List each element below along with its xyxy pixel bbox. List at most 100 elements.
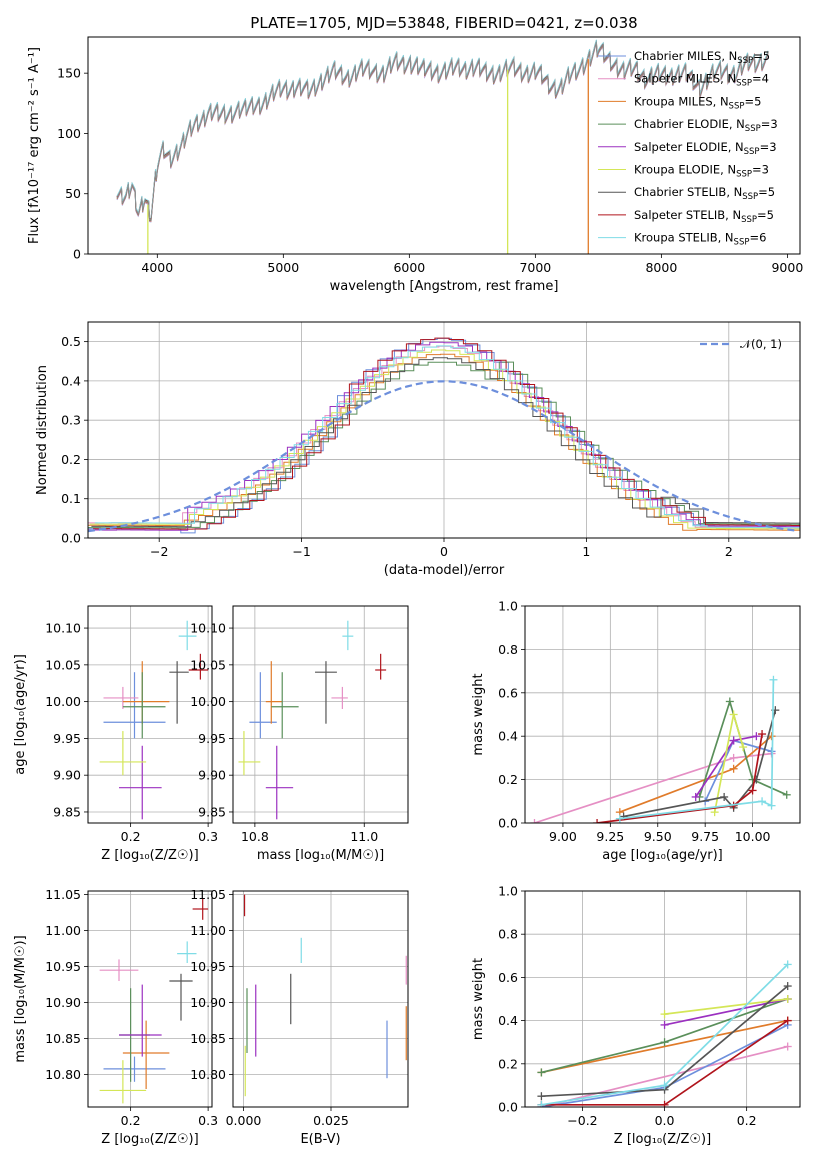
y-tick-label: 11.00 <box>45 923 81 938</box>
x-tick-label: 0.2 <box>737 1113 757 1128</box>
legend-label-suffix: =5 <box>753 49 770 63</box>
weight-line <box>664 998 788 1015</box>
x-axis-label: E(B-V) <box>300 1132 340 1147</box>
age_vs_z-frame <box>87 605 213 824</box>
x-tick-label: −1 <box>292 544 310 559</box>
legend-label-sub: SSP <box>745 124 761 134</box>
legend-label: Kroupa STELIB, NSSP=6 <box>634 231 766 248</box>
z_weights-series <box>537 960 792 1107</box>
x-tick-label: 0 <box>440 544 448 559</box>
x-axis-label: wavelength [Angstrom, rest frame] <box>330 279 559 294</box>
y-tick-label: 0.2 <box>61 452 81 467</box>
x-axis-label: Z [log₁₀(Z/Z☉)] <box>614 1132 711 1147</box>
legend-label: Kroupa ELODIE, NSSP=3 <box>634 163 769 180</box>
age_vs_z-axes: 0.2 0.3 9.85 9.90 9.95 10.00 10.05 10.10 Z [log₁… <box>13 606 218 863</box>
age_weights-frame <box>524 605 801 824</box>
y-tick-label: 11.05 <box>190 887 226 902</box>
y-tick-label: 1.0 <box>498 884 518 899</box>
legend-label-main: Chabrier ELODIE, N <box>634 117 745 131</box>
y-tick-label: 0.4 <box>498 1013 518 1028</box>
z_weights-frame <box>524 890 801 1108</box>
y-tick-label: 0.4 <box>61 373 81 388</box>
histogram-salpeter-elodie <box>88 341 800 531</box>
age_weights-series <box>530 675 791 823</box>
x-axis-label: (data-model)/error <box>384 563 505 578</box>
y-tick-label: 10.80 <box>190 1067 226 1082</box>
histograms <box>88 337 800 534</box>
legend-label-sub: SSP <box>744 147 760 157</box>
legend-label-sub: SSP <box>736 79 752 89</box>
x-tick-label: 0.025 <box>313 1113 349 1128</box>
x-tick-label: 0.3 <box>198 1113 218 1128</box>
x-tick-label: −2 <box>150 544 168 559</box>
legend-label-sub: SSP <box>729 101 745 111</box>
x-tick-label: 5000 <box>267 260 299 275</box>
legend-label-main: Chabrier STELIB, N <box>634 185 742 199</box>
y-tick-label: 10.85 <box>45 1031 81 1046</box>
chart-title: PLATE=1705, MJD=53848, FIBERID=0421, z=0… <box>250 14 637 32</box>
observed-spectrum-line <box>116 41 769 221</box>
y-tick-label: 9.85 <box>198 804 226 819</box>
x-tick-label: 9.25 <box>596 829 624 844</box>
legend-label-main: Chabrier MILES, N <box>634 49 737 63</box>
y-axis-label: mass weight <box>471 673 486 755</box>
histogram-kroupa-stelib <box>94 345 800 529</box>
legend-label: 𝒩(0, 1) <box>740 337 782 351</box>
y-tick-label: 0.0 <box>498 816 518 831</box>
x-axis-label: mass [log₁₀(M/M☉)] <box>257 848 384 863</box>
y-tick-label: 11.05 <box>45 887 81 902</box>
histogram-kroupa-miles <box>88 353 800 531</box>
y-axis-label: Flux [fλ10⁻¹⁷ erg cm⁻² s⁻¹ A⁻¹] <box>27 47 42 244</box>
y-tick-label: 150 <box>57 66 81 81</box>
legend-label: Salpeter STELIB, NSSP=5 <box>634 208 774 225</box>
legend-label-suffix: =3 <box>752 163 769 177</box>
x-tick-label: 7000 <box>519 260 551 275</box>
legend-label-sub: SSP <box>741 215 757 225</box>
y-tick-label: 0.2 <box>498 1056 518 1071</box>
legend-label-suffix: =3 <box>761 117 778 131</box>
legend-label-suffix: =3 <box>760 140 777 154</box>
x-tick-label: 4000 <box>141 260 173 275</box>
y-tick-label: 10.05 <box>45 657 81 672</box>
age_vs_mass-frame <box>232 605 409 824</box>
legend-label: Kroupa MILES, NSSP=5 <box>634 94 761 111</box>
legend-label-main: Kroupa STELIB, N <box>634 231 734 245</box>
mass_vs_z-points <box>99 898 209 1104</box>
legend-label-suffix: =5 <box>757 208 774 222</box>
x-tick-label: 0.2 <box>121 1113 141 1128</box>
y-axis-label: mass weight <box>471 958 486 1040</box>
legend-label-main: Salpeter ELODIE, N <box>634 140 744 154</box>
legend-label-main: Kroupa ELODIE, N <box>634 163 736 177</box>
x-tick-label: 9.00 <box>549 829 577 844</box>
y-tick-label: 0.2 <box>498 772 518 787</box>
x-tick-label: 8000 <box>645 260 677 275</box>
histogram-salpeter-stelib <box>93 337 800 530</box>
y-tick-label: 10.95 <box>45 959 81 974</box>
legend-label-suffix: =6 <box>749 231 766 245</box>
age_vs_z-points <box>99 620 209 820</box>
residuals-frame <box>87 321 801 539</box>
histogram-kroupa-elodie <box>89 349 800 530</box>
legend-label-sub: SSP <box>734 238 750 248</box>
mass_vs_ebv-axes: 0.000 0.025 10.80 10.85 10.90 10.95 11.00 11.05… <box>190 887 408 1147</box>
x-tick-label: 10.8 <box>241 829 269 844</box>
x-tick-label: 6000 <box>393 260 425 275</box>
age_vs_mass-axes: 10.8 11.0 9.85 9.90 9.95 10.00 10.05 10.10 mass … <box>190 606 408 863</box>
spectrum-line-kroupa-stelib <box>116 39 769 219</box>
mass_vs_ebv-frame <box>232 890 409 1108</box>
y-tick-label: 9.90 <box>53 768 81 783</box>
x-tick-label: 11.0 <box>350 829 378 844</box>
x-tick-label: 0.0 <box>655 1113 675 1128</box>
mass_vs_z-frame <box>87 890 213 1108</box>
x-tick-label: 1 <box>582 544 590 559</box>
legend-label: Salpeter MILES, NSSP=4 <box>634 72 769 89</box>
legend-label-main: Kroupa MILES, N <box>634 94 729 108</box>
y-tick-label: 1.0 <box>498 599 518 614</box>
y-tick-label: 11.00 <box>190 923 226 938</box>
age_vs_mass-points <box>238 620 387 820</box>
legend-label: Salpeter ELODIE, NSSP=3 <box>634 140 777 157</box>
x-tick-label: 9.50 <box>644 829 672 844</box>
y-tick-label: 10.90 <box>190 995 226 1010</box>
y-tick-label: 0 <box>73 247 81 262</box>
